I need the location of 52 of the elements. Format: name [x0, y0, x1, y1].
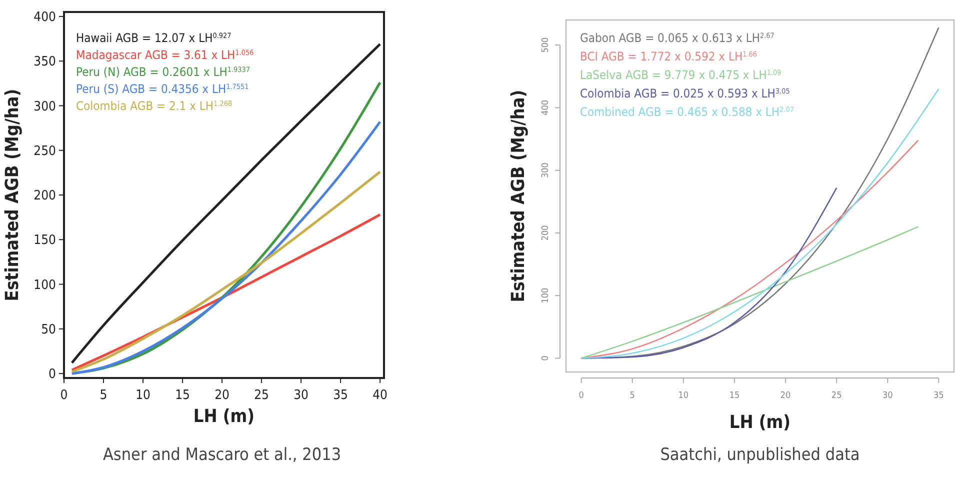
text: Combined AGB = 0.465 x 0.588 x LH$^{2.07}$ — [580, 104, 794, 119]
x-tick-label: 20 — [780, 391, 791, 401]
x-tick-label: 10 — [136, 388, 150, 403]
text: Madagascar AGB = 3.61 x LH$^{1.056}$ — [76, 48, 254, 62]
y-axis-title: Estimated AGB (Mg/ha) — [2, 88, 23, 302]
x-tick-label: 15 — [729, 391, 740, 401]
y-tick-label: 200 — [541, 225, 551, 241]
x-tick-label: 5 — [630, 391, 635, 401]
y-tick-label: 400 — [541, 100, 551, 116]
text: Peru (N) AGB = 0.2601 x LH$^{1.9337}$ — [76, 64, 250, 79]
x-tick-label: 10 — [678, 391, 689, 401]
y-tick-label: 100 — [34, 278, 56, 293]
y-tick-label: 500 — [541, 37, 551, 53]
y-tick-label: 250 — [34, 144, 56, 159]
x-tick-label: 30 — [882, 391, 893, 401]
text: LaSelva AGB = 9.779 x 0.475 x LH$^{1.09}$ — [580, 68, 782, 82]
text: Peru (S) AGB = 0.4356 x LH$^{1.7551}$ — [76, 82, 249, 96]
line-series — [580, 88, 940, 359]
text: BCI AGB = 1.772 x 0.592 x LH$^{1.66}$ — [580, 49, 758, 64]
x-axis-title: LH (m) — [729, 412, 791, 433]
x-tick-label: 20 — [214, 388, 230, 403]
x-tick-label: 35 — [333, 388, 348, 403]
y-tick-label: 200 — [34, 188, 56, 204]
text: Saatchi, unpublished data — [660, 445, 860, 465]
x-tick-label: 30 — [294, 388, 308, 403]
x-tick-label: 25 — [254, 388, 269, 403]
text: Asner and Mascaro et al., 2013 — [102, 445, 342, 465]
text: Colombia AGB = 2.1 x LH$^{1.268}$ — [76, 98, 232, 113]
x-tick-label: 15 — [175, 388, 190, 403]
x-tick-label: 35 — [934, 391, 944, 401]
line-series — [580, 187, 838, 359]
x-tick-label: 25 — [831, 391, 842, 401]
x-tick-label: 0 — [60, 388, 68, 403]
y-tick-label: 100 — [541, 288, 551, 304]
y-tick-label: 300 — [34, 99, 56, 114]
text: Colombia AGB = 0.025 x 0.593 x LH$^{3.05}$ — [580, 86, 790, 100]
line-series — [580, 226, 919, 359]
y-tick-label: 0 — [541, 356, 551, 361]
y-tick-label: 50 — [41, 322, 56, 338]
text: Hawaii AGB = 12.07 x LH$^{0.927}$ — [76, 30, 232, 45]
y-tick-label: 0 — [48, 367, 56, 382]
y-tick-label: 350 — [34, 54, 56, 70]
y-tick-label: 400 — [34, 10, 56, 26]
x-tick-label: 40 — [372, 388, 388, 403]
y-axis-title: Estimated AGB (Mg/ha) — [508, 90, 529, 302]
x-tick-label: 0 — [578, 391, 584, 401]
line-series — [70, 170, 382, 373]
x-tick-label: 5 — [100, 388, 108, 403]
x-axis-title: LH (m) — [193, 406, 255, 427]
text: Gabon AGB = 0.065 x 0.613 x LH$^{2.67}$ — [580, 30, 774, 45]
y-tick-label: 300 — [541, 162, 551, 178]
y-tick-label: 150 — [34, 233, 56, 248]
